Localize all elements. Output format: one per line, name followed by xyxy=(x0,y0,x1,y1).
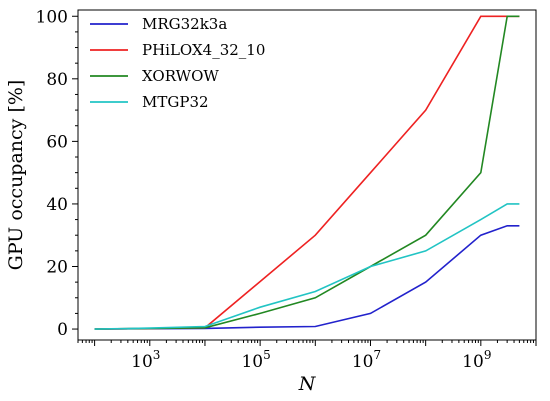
series-line-2 xyxy=(94,15,520,330)
x-tick-label: 103 xyxy=(131,348,160,372)
x-tick-label: 105 xyxy=(241,348,270,372)
plot-area xyxy=(77,9,537,341)
legend-label: PHiLOX4_32_10 xyxy=(142,41,265,59)
y-axis-ticks: 0 20 40 60 80 100 xyxy=(36,7,78,340)
y-tick-label: 60 xyxy=(46,132,68,152)
y-tick-label: 0 xyxy=(57,320,68,340)
legend-item: PHiLOX4_32_10 xyxy=(90,41,265,59)
series-layer xyxy=(94,15,520,330)
series-line-3 xyxy=(94,203,520,330)
y-axis-label: GPU occupancy [%] xyxy=(5,80,27,271)
legend-item: XORWOW xyxy=(90,67,219,85)
x-tick-label: 107 xyxy=(352,348,381,372)
x-axis-label: N xyxy=(298,373,317,395)
y-tick-label: 100 xyxy=(36,7,68,27)
legend: MRG32k3a PHiLOX4_32_10 XORWOW MTGP32 xyxy=(90,15,265,111)
y-tick-label: 40 xyxy=(46,195,68,215)
legend-label: MTGP32 xyxy=(142,93,209,111)
legend-item: MRG32k3a xyxy=(90,15,227,33)
legend-item: MTGP32 xyxy=(90,93,209,111)
legend-label: XORWOW xyxy=(142,67,219,85)
x-tick-label: 109 xyxy=(462,348,491,372)
y-tick-label: 20 xyxy=(46,257,68,277)
series-line-1 xyxy=(94,15,520,330)
y-tick-label: 80 xyxy=(46,70,68,90)
plot-frame xyxy=(77,9,537,341)
legend-label: MRG32k3a xyxy=(142,15,227,33)
x-axis-ticks: 103 105 107 109 xyxy=(77,340,537,372)
